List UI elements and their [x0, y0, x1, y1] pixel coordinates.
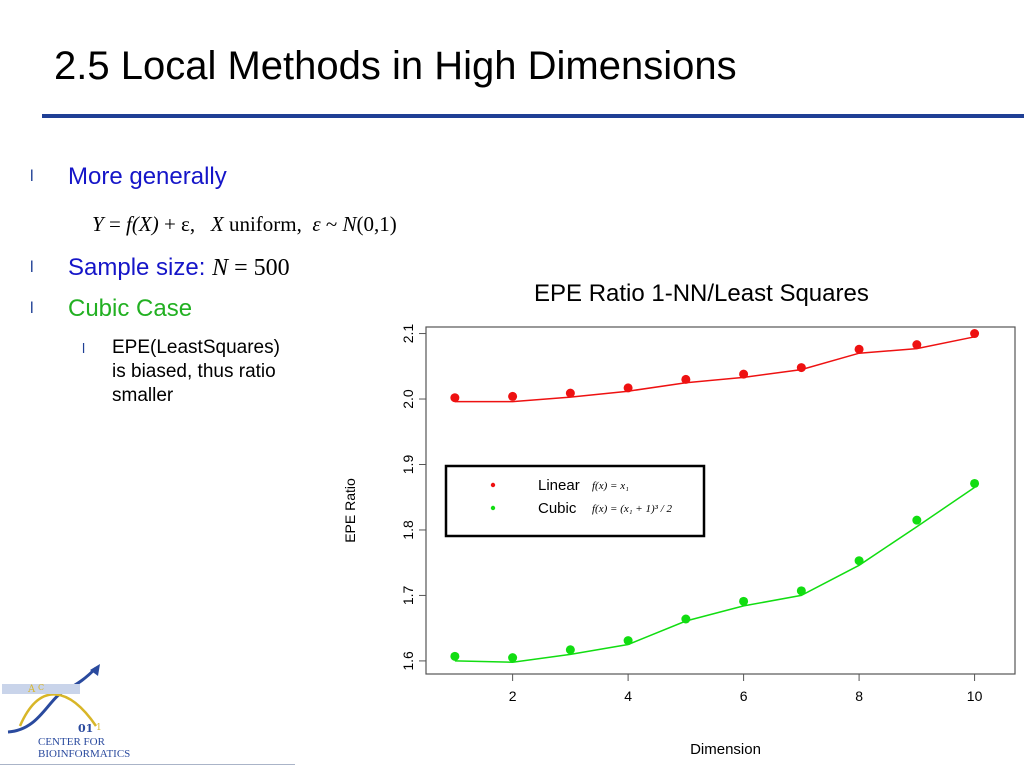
x-axis-label: Dimension [690, 741, 761, 758]
legend-formula-linear: f(x) = x₁ [592, 480, 629, 492]
series-line-cubic [454, 486, 976, 663]
legend-label-linear: Linear [538, 477, 580, 494]
y-axis-label: EPE Ratio [342, 478, 358, 543]
logo-divider [0, 764, 295, 765]
bullet-cubic-case: Cubic Case [68, 295, 193, 322]
svg-text:1: 1 [96, 723, 102, 733]
data-point-cubic [681, 614, 691, 624]
legend-formula-cubic: f(x) = (x₁ + 1)³ / 2 [592, 503, 672, 515]
x-tick-label: 2 [509, 688, 517, 704]
data-point-linear [739, 369, 749, 379]
x-tick-label: 8 [855, 688, 863, 704]
legend-marker-linear [490, 482, 496, 488]
data-point-linear [912, 340, 922, 350]
model-equation: Y = f(X) + ε, X uniform, ε ~ N(0,1) [92, 212, 397, 236]
epe-ratio-chart: 2 4 6 8 10 1.6 1.7 1.8 1.9 2.0 2.1 Dimension EPE Rat… [342, 324, 1016, 758]
y-tick-label: 2.0 [400, 389, 416, 409]
x-tick-label: 10 [967, 688, 983, 704]
data-point-cubic [912, 515, 922, 525]
data-point-cubic [508, 653, 518, 663]
data-point-linear [565, 388, 575, 398]
data-point-cubic [450, 651, 460, 661]
x-tick-label: 4 [624, 688, 632, 704]
svg-text:A: A [27, 684, 36, 695]
chart-title: EPE Ratio 1-NN/Least Squares [534, 280, 869, 307]
y-tick-label: 1.8 [400, 520, 416, 540]
bullet-marker: l [30, 300, 34, 317]
title-divider [42, 114, 1024, 118]
logo-wordmark: CENTER FOR BIOINFORMATICS [38, 736, 131, 760]
data-point-linear [681, 374, 691, 384]
data-point-linear [623, 383, 633, 393]
data-point-linear [796, 363, 806, 373]
series-line-linear [454, 336, 975, 403]
svg-text:01: 01 [78, 722, 93, 735]
data-point-cubic [565, 645, 575, 655]
bullet-sample-size: Sample size: N = 500 [68, 254, 290, 281]
legend-label-cubic: Cubic [538, 500, 577, 517]
data-point-linear [970, 329, 980, 339]
svg-text:C: C [38, 683, 44, 692]
data-point-linear [450, 393, 460, 403]
sub-bullet-marker: l [82, 340, 86, 356]
legend-marker-cubic [490, 505, 496, 511]
sub-bullet-epe-note: EPE(LeastSquares) is biased, thus ratio … [112, 337, 280, 406]
y-tick-label: 1.9 [400, 455, 416, 475]
data-point-cubic [796, 586, 806, 596]
data-point-linear [854, 344, 864, 354]
x-tick-label: 6 [740, 688, 748, 704]
data-point-linear [508, 391, 518, 401]
bullet-more-generally: More generally [68, 163, 227, 190]
bioinformatics-logo-icon: A C 01 1 [2, 664, 102, 735]
bullet-marker: l [30, 259, 34, 276]
slide-title: 2.5 Local Methods in High Dimensions [54, 44, 737, 88]
legend-box [444, 464, 706, 538]
plot-frame [425, 326, 1016, 675]
bullet-marker: l [30, 168, 34, 185]
data-point-cubic [854, 556, 864, 566]
data-point-cubic [623, 636, 633, 646]
y-tick-label: 1.7 [400, 585, 416, 605]
y-tick-label: 2.1 [400, 324, 416, 344]
data-point-cubic [739, 596, 749, 606]
y-tick-label: 1.6 [400, 651, 416, 671]
data-point-cubic [970, 478, 980, 488]
